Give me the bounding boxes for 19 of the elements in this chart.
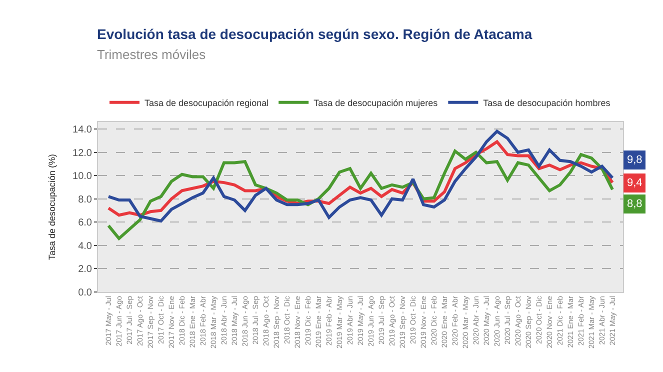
- data-label: 9,8: [627, 154, 642, 166]
- y-tick-label: 0.0: [78, 288, 92, 298]
- legend-label: Tasa de desocupación mujeres: [314, 98, 438, 108]
- y-tick-label: 14.0: [72, 124, 92, 136]
- y-tick-label: 12.0: [72, 148, 92, 159]
- chart-title: Evolución tasa de desocupación según sexo. Región de Atacama: [97, 26, 532, 42]
- data-label: 9,4: [627, 177, 642, 189]
- legend-label: Tasa de desocupación hombres: [483, 98, 611, 108]
- chart-subtitle: Trimestres móviles: [97, 47, 206, 62]
- y-axis-title: Tasa de desocupación (%): [46, 154, 57, 260]
- line-series: [107, 130, 614, 222]
- line-series: [107, 150, 614, 240]
- legend-label: Tasa de desocupación regional: [144, 98, 269, 108]
- y-tick-label: 8.0: [78, 194, 92, 206]
- y-tick-label: 2.0: [78, 264, 92, 276]
- data-label: 8,8: [627, 198, 642, 210]
- y-tick-label: 6.0: [78, 218, 92, 229]
- y-tick-label: 4.0: [78, 240, 92, 252]
- y-tick-label: 10.0: [72, 171, 92, 182]
